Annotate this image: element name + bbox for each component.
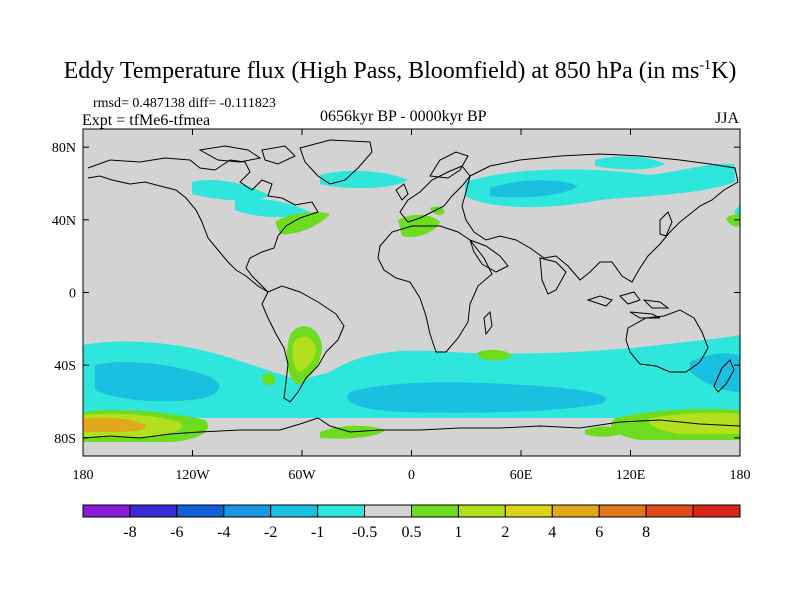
japan-coastline bbox=[659, 211, 673, 237]
anomaly-region bbox=[430, 206, 445, 215]
anomaly-region bbox=[235, 198, 310, 218]
anomaly-region bbox=[262, 373, 276, 386]
anomaly-region bbox=[192, 179, 270, 201]
scandinavia-coastline bbox=[429, 151, 469, 179]
lon-tick-label: 120E bbox=[616, 468, 646, 483]
africa-coastline bbox=[377, 225, 493, 353]
coastlines bbox=[83, 139, 740, 439]
colorbar-swatch bbox=[82, 504, 131, 518]
anomaly-region bbox=[275, 212, 330, 235]
lat-tick-label: 40N bbox=[52, 214, 76, 229]
period-label: 0656kyr BP - 0000kyr BP bbox=[320, 108, 487, 125]
colorbar-tick-label: -1 bbox=[311, 524, 324, 541]
colorbar-swatch bbox=[270, 504, 319, 518]
colorbar-swatch bbox=[317, 504, 366, 518]
anomaly-region bbox=[490, 180, 578, 198]
anomaly-region bbox=[585, 426, 625, 437]
india-coastline bbox=[539, 257, 567, 295]
anomaly-region bbox=[320, 170, 408, 189]
colorbar-swatch bbox=[457, 504, 506, 518]
british-isles-coastline bbox=[395, 183, 409, 201]
colorbar bbox=[82, 504, 741, 518]
lon-tick-label: 120W bbox=[175, 468, 210, 483]
colorbar-swatch bbox=[645, 504, 694, 518]
lon-tick-label: 180 bbox=[730, 468, 751, 483]
europe-coastline bbox=[399, 165, 471, 223]
asia-coastline bbox=[461, 153, 739, 283]
anomaly-region bbox=[83, 417, 146, 432]
lat-tick-label: 0 bbox=[69, 287, 76, 302]
season-label: JJA bbox=[715, 110, 740, 127]
colorbar-tick-label: 8 bbox=[642, 524, 650, 541]
colorbar-swatch bbox=[176, 504, 225, 518]
colorbar-swatch bbox=[364, 504, 413, 518]
colorbar-tick-label: -6 bbox=[170, 524, 183, 541]
colorbar-tick-label: -8 bbox=[123, 524, 136, 541]
lon-tick-label: 0 bbox=[408, 468, 415, 483]
anomaly-field bbox=[83, 156, 740, 442]
lon-tick-label: 60E bbox=[510, 468, 533, 483]
colorbar-tick-label: -2 bbox=[264, 524, 277, 541]
anomaly-region bbox=[347, 382, 607, 413]
north-america-coastline bbox=[87, 157, 319, 293]
colorbar-swatch bbox=[504, 504, 553, 518]
colorbar-swatch bbox=[692, 504, 741, 518]
colorbar-tick-label: 1 bbox=[454, 524, 462, 541]
anomaly-region bbox=[595, 156, 665, 170]
lat-tick-label: 80S bbox=[54, 432, 76, 447]
figure-title: Eddy Temperature flux (High Pass, Bloomf… bbox=[63, 58, 737, 84]
lon-tick-label: 180 bbox=[73, 468, 94, 483]
anomaly-region bbox=[726, 214, 740, 227]
colorbar-swatch bbox=[598, 504, 647, 518]
anomaly-region bbox=[292, 336, 316, 372]
madagascar-coastline bbox=[483, 310, 493, 336]
new-zealand-coastline bbox=[713, 359, 735, 393]
south-america-coastline bbox=[261, 285, 345, 403]
colorbar-tick-labels: -8 -6 -4 -2 -1 -0.5 0.5 1 2 4 6 8 bbox=[123, 524, 650, 541]
colorbar-swatch bbox=[129, 504, 178, 518]
longitude-tick-labels: 180 120W 60W 0 60E 120E 180 bbox=[73, 468, 751, 483]
stats-label: rmsd= 0.487138 diff= -0.111823 bbox=[93, 96, 276, 111]
lat-tick-label: 40S bbox=[54, 359, 76, 374]
latitude-tick-labels: 80N 40N 0 40S 80S bbox=[52, 141, 76, 447]
experiment-label: Expt = tfMe6-tfmea bbox=[82, 112, 211, 129]
arctic-islands-coastline bbox=[198, 145, 296, 165]
antarctica-coastline bbox=[83, 417, 740, 439]
anomaly-region bbox=[95, 362, 220, 402]
colorbar-swatch bbox=[223, 504, 272, 518]
anomaly-region bbox=[478, 349, 512, 361]
greenland-coastline bbox=[299, 139, 373, 185]
colorbar-tick-label: 4 bbox=[548, 524, 556, 541]
colorbar-tick-label: -4 bbox=[217, 524, 230, 541]
colorbar-swatch bbox=[551, 504, 600, 518]
australia-coastline bbox=[625, 309, 709, 373]
colorbar-swatch bbox=[411, 504, 459, 518]
indonesia-coastline bbox=[586, 291, 670, 319]
colorbar-tick-label: 6 bbox=[595, 524, 603, 541]
axis-ticks bbox=[82, 129, 741, 456]
colorbar-tick-label: 0.5 bbox=[402, 524, 422, 541]
lat-tick-label: 80N bbox=[52, 141, 76, 156]
lon-tick-label: 60W bbox=[288, 468, 316, 483]
arabia-coastline bbox=[469, 239, 509, 273]
colorbar-tick-label: 2 bbox=[501, 524, 509, 541]
colorbar-tick-label: -0.5 bbox=[352, 524, 377, 541]
